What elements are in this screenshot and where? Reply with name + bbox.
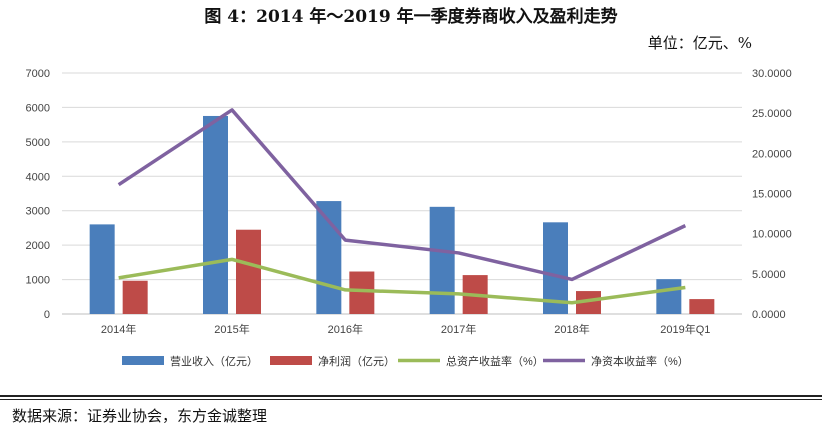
divider (0, 395, 822, 397)
y-right-tick-label: 20.0000 (752, 148, 792, 160)
y-right-tick-label: 0.0000 (752, 309, 786, 321)
bar-revenue (316, 201, 342, 314)
bar-revenue (543, 222, 568, 314)
divider-thin (0, 399, 822, 400)
legend-swatch (270, 356, 312, 365)
y-right-tick-label: 10.0000 (752, 229, 792, 241)
chart-canvas: 0 1000 2000 3000 4000 5000 6000 7000 0.0000 5.000… (26, 68, 792, 368)
y-left-tick-label: 1000 (26, 275, 50, 287)
bar-net-profit (122, 280, 148, 314)
y-right-tick-label: 15.0000 (752, 189, 792, 201)
x-tick-label: 2016年 (328, 322, 363, 336)
y-left-tick-label: 4000 (26, 171, 50, 183)
legend-label: 净资本收益率（%） (591, 354, 689, 368)
source-note: 数据来源：证券业协会，东方金诚整理 (12, 407, 268, 425)
bar-revenue (203, 115, 228, 314)
bar-net-profit (349, 271, 375, 314)
y-left-tick-label: 3000 (26, 206, 50, 218)
x-tick-label: 2017年 (441, 322, 476, 336)
unit-label: 单位：亿元、% (647, 34, 752, 52)
legend-label: 总资产收益率（%） (446, 354, 544, 368)
y-right-tick-label: 25.0000 (752, 108, 792, 120)
bar-net-profit (576, 291, 601, 314)
bar-revenue (89, 224, 115, 314)
y-right-tick-label: 5.0000 (752, 269, 786, 281)
x-tick-label: 2019年Q1 (660, 322, 710, 336)
chart-title: 图 4：2014 年～2019 年一季度券商收入及盈利走势 (204, 7, 618, 27)
bar-revenue (656, 279, 682, 314)
x-tick-label: 2014年 (101, 322, 136, 336)
line-roc (117, 108, 687, 282)
bar-net-profit (689, 299, 715, 314)
bar-net-profit (236, 229, 261, 314)
y-left-tick-label: 0 (44, 309, 50, 321)
x-tick-label: 2018年 (554, 322, 589, 336)
x-tick-label: 2015年 (214, 322, 249, 336)
legend-label: 净利润（亿元） (318, 354, 395, 368)
y-left-tick-label: 5000 (26, 137, 50, 149)
y-left-tick-label: 6000 (26, 102, 50, 114)
line-roa (118, 257, 686, 305)
y-left-tick-label: 2000 (26, 240, 50, 252)
bar-revenue (429, 206, 455, 314)
y-right-tick-label: 30.0000 (752, 68, 792, 80)
legend-label: 营业收入（亿元） (170, 354, 258, 368)
legend-swatch (122, 356, 164, 365)
y-left-tick-label: 7000 (26, 68, 50, 80)
